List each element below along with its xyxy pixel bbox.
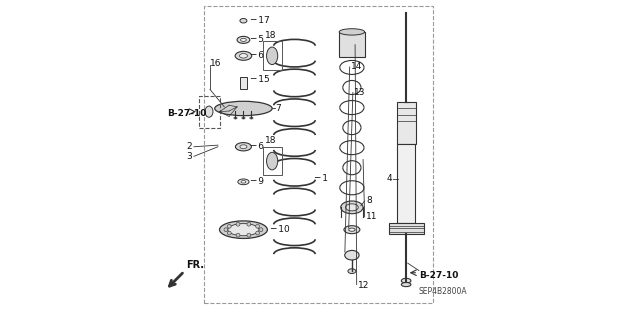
Circle shape [247,233,251,237]
Ellipse shape [349,228,355,231]
Ellipse shape [235,51,252,60]
Ellipse shape [345,250,359,260]
Ellipse shape [228,224,259,236]
Ellipse shape [241,181,246,183]
Circle shape [259,228,263,232]
Ellipse shape [348,269,356,273]
Polygon shape [388,223,424,234]
Ellipse shape [234,117,237,119]
Circle shape [256,231,260,235]
Text: 11: 11 [366,212,378,221]
Text: 2: 2 [187,142,193,151]
Text: ─ 1: ─ 1 [314,174,328,183]
Ellipse shape [339,29,365,35]
Text: 18: 18 [265,136,276,145]
Ellipse shape [267,47,278,64]
Text: 4: 4 [386,174,392,183]
Ellipse shape [240,145,247,149]
Ellipse shape [346,204,358,211]
Ellipse shape [401,278,411,283]
Text: ─ 6: ─ 6 [250,51,264,60]
Circle shape [224,228,228,232]
Ellipse shape [241,38,246,41]
Bar [239,77,247,89]
Circle shape [227,231,231,235]
Text: 14: 14 [351,63,363,71]
Text: 13: 13 [355,88,366,97]
Text: 18: 18 [265,31,276,40]
Polygon shape [397,144,415,223]
Circle shape [236,233,240,237]
Text: SEP4B2800A: SEP4B2800A [419,287,467,296]
Text: ─ 5: ─ 5 [250,35,264,44]
Text: ─ 15: ─ 15 [250,75,269,84]
Polygon shape [397,102,416,144]
Text: B-27-10: B-27-10 [168,109,207,118]
Ellipse shape [237,36,250,43]
Text: ─ 6: ─ 6 [250,142,264,151]
Text: ─ 17: ─ 17 [250,16,269,25]
Circle shape [236,222,240,226]
Ellipse shape [236,143,252,151]
Ellipse shape [205,106,213,117]
Ellipse shape [215,101,272,116]
Text: B-27-10: B-27-10 [419,271,458,280]
Ellipse shape [267,152,278,170]
Circle shape [256,224,260,228]
Ellipse shape [242,117,245,119]
Text: 8: 8 [366,197,372,205]
Text: 3: 3 [187,152,193,161]
Ellipse shape [238,179,249,185]
Ellipse shape [240,19,247,23]
Text: 7: 7 [275,104,281,113]
Text: 16: 16 [210,59,221,68]
Circle shape [227,224,231,228]
Text: FR.: FR. [186,260,204,270]
Text: 12: 12 [358,281,370,290]
Ellipse shape [340,201,363,214]
Ellipse shape [220,221,268,238]
Ellipse shape [401,283,411,287]
Text: ─ 9: ─ 9 [250,177,264,186]
Text: ─ 10: ─ 10 [271,225,291,234]
Ellipse shape [250,117,253,119]
Ellipse shape [239,54,248,58]
Ellipse shape [344,226,360,234]
Polygon shape [339,32,365,57]
Circle shape [247,222,251,226]
